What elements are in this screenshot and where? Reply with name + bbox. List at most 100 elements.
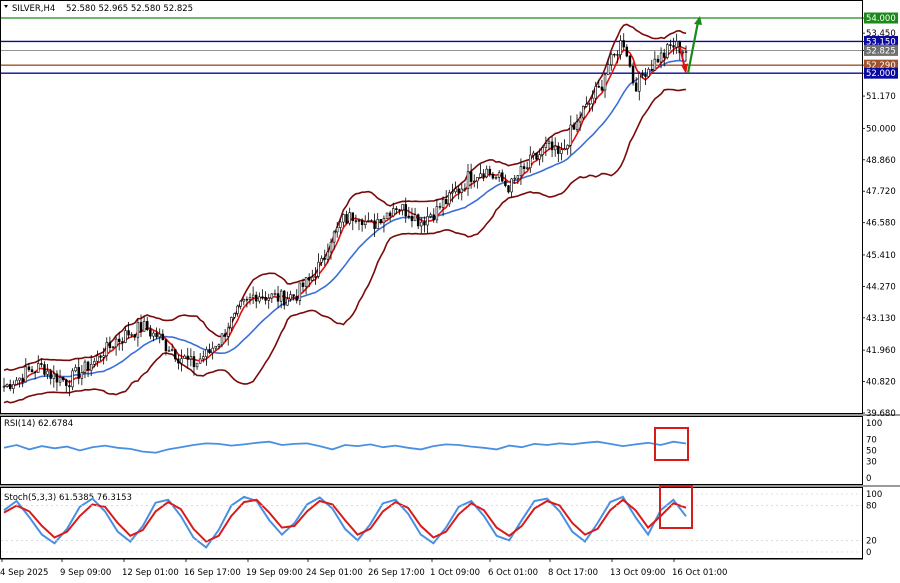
x-tick-label: 4 Sep 2025 — [0, 568, 48, 578]
candle-body — [357, 220, 361, 222]
candle-body — [86, 361, 90, 371]
candle-body — [426, 216, 429, 226]
candle-body — [460, 188, 464, 193]
candle-body — [469, 171, 473, 182]
candle-body — [354, 220, 358, 222]
candle-body — [541, 147, 544, 155]
stoch-tick-label: 80 — [866, 502, 877, 512]
candle-body — [80, 372, 84, 379]
y-tick-label: 48.860 — [866, 156, 896, 166]
candle-body — [220, 333, 224, 346]
candle-body — [457, 188, 460, 193]
candle-body — [12, 384, 15, 390]
candle-body — [323, 258, 326, 260]
candle-body — [205, 349, 208, 357]
candle-body — [622, 40, 625, 48]
candle-body — [392, 208, 395, 217]
candle-body — [192, 356, 196, 368]
y-tick-label: 39.680 — [866, 409, 896, 419]
candle-body — [267, 297, 270, 301]
candle-body — [329, 241, 333, 253]
candle-body — [441, 199, 445, 208]
candle-body — [432, 214, 435, 221]
candle-body — [597, 86, 601, 88]
candle-body — [473, 180, 476, 183]
price-tag-label: 53.150 — [866, 37, 896, 47]
candle-body — [174, 349, 177, 360]
candle-body — [379, 219, 383, 224]
candle-body — [189, 356, 193, 360]
candle-body — [65, 379, 68, 386]
candle-body — [485, 168, 488, 178]
candle-body — [283, 290, 286, 306]
y-tick-label: 51.170 — [866, 92, 896, 102]
candle-body — [398, 209, 401, 211]
candle-body — [451, 191, 454, 194]
candle-body — [476, 177, 479, 182]
rsi-label: RSI(14) 62.6784 — [4, 419, 73, 429]
candle-body — [99, 355, 102, 358]
y-tick-label: 41.960 — [866, 346, 896, 356]
candle-body — [342, 214, 345, 223]
candle-body — [71, 370, 74, 388]
x-tick-label: 26 Sep 17:00 — [368, 568, 425, 578]
candle-body — [248, 297, 252, 300]
candle-body — [507, 185, 510, 193]
candle-body — [2, 386, 6, 388]
candle-body — [647, 68, 650, 77]
stoch-tick-label: 20 — [866, 536, 877, 546]
candle-body — [21, 377, 24, 383]
candle-body — [438, 206, 442, 208]
candle-body — [292, 294, 295, 297]
candle-body — [659, 52, 663, 63]
price-tag — [864, 35, 898, 47]
price-tag — [864, 59, 898, 71]
candle-body — [385, 212, 389, 219]
candle-body — [382, 218, 386, 224]
candle-body — [420, 221, 423, 227]
candle-body — [121, 341, 124, 343]
candle-body — [572, 124, 576, 130]
y-tick-label: 40.820 — [866, 378, 896, 388]
candle-body — [566, 144, 569, 149]
candle-body — [628, 55, 632, 67]
stoch-k-line — [3, 495, 687, 549]
candle-body — [46, 370, 49, 375]
candle-body — [223, 333, 227, 337]
candle-body — [650, 68, 653, 71]
candles-group — [2, 33, 688, 397]
candle-body — [532, 152, 535, 156]
candle-body — [211, 347, 214, 354]
candle-body — [606, 64, 610, 76]
candle-body — [672, 45, 675, 48]
candle-body — [488, 168, 492, 175]
candle-body — [155, 332, 158, 338]
candle-body — [416, 214, 420, 227]
rsi-line — [3, 440, 687, 454]
candle-body — [77, 367, 80, 379]
candle-body — [93, 360, 96, 365]
candle-body — [373, 220, 376, 229]
candle-body — [230, 317, 233, 329]
candle-body — [68, 385, 71, 388]
candle-body — [631, 66, 635, 84]
candle-body — [236, 305, 239, 314]
y-tick-label: 53.450 — [866, 29, 896, 39]
candle-body — [58, 377, 62, 383]
candle-body — [217, 344, 221, 347]
y-tick-label: 45.410 — [866, 251, 896, 261]
candle-body — [557, 145, 560, 154]
candle-body — [616, 54, 619, 56]
candle-body — [553, 145, 557, 151]
candle-body — [351, 212, 355, 221]
candle-body — [255, 294, 258, 302]
candle-body — [641, 73, 644, 75]
candle-body — [149, 329, 152, 337]
candle-body — [264, 296, 267, 301]
candle-body — [519, 166, 523, 177]
stoch-tick-label: 100 — [866, 490, 882, 500]
candle-body — [314, 276, 317, 278]
candle-body — [613, 53, 616, 56]
candle-body — [33, 371, 37, 374]
